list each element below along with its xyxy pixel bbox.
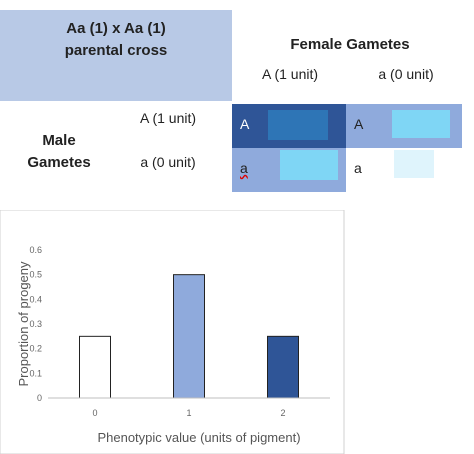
bar-phenotype-2: [267, 335, 299, 399]
female-gametes-header: Female Gametes: [290, 36, 410, 53]
x-axis-ticks: 0 1 2: [92, 408, 285, 418]
bar-phenotype-1: [173, 274, 205, 399]
bar-phenotype-0: [79, 335, 111, 399]
punnett-cell-aa: a: [346, 148, 462, 192]
y-axis-label: Proportion of progeny: [16, 261, 31, 387]
column-label-a: a (0 unit): [378, 66, 434, 82]
bars: [79, 274, 299, 399]
cell-AA-highlight: [268, 110, 328, 140]
y-tick-label: 0.1: [29, 368, 42, 378]
male-gametes-header: Male Gametes: [14, 130, 104, 174]
punnett-cell-Aa: A: [346, 104, 462, 148]
x-tick-label: 1: [186, 408, 191, 418]
y-tick-label: 0.3: [29, 319, 42, 329]
column-label-A: A (1 unit): [261, 66, 319, 82]
punnett-cell-Aa-text: A: [354, 116, 364, 132]
cell-aA-highlight: [280, 150, 338, 180]
parental-cross-box: Aa (1) x Aa (1) parental cross: [0, 10, 232, 101]
y-tick-label: 0.2: [29, 344, 42, 354]
punnett-cell-AA-text: A: [240, 116, 250, 132]
x-axis-label: Phenotypic value (units of pigment): [97, 430, 300, 445]
cell-aa-highlight: [394, 150, 434, 178]
cell-Aa-highlight: [392, 110, 450, 138]
y-tick-label: 0.6: [29, 245, 42, 255]
x-tick-label: 0: [92, 408, 97, 418]
phenotype-bar-chart: 0 0.1 0.2 0.3 0.4 0.5 0.6 0 1 2 Proportion of pr…: [0, 210, 345, 454]
punnett-cell-aa-text: a: [354, 160, 362, 176]
y-tick-label: 0: [37, 393, 42, 403]
x-tick-label: 2: [280, 408, 285, 418]
row-label-A: A (1 unit): [139, 110, 197, 126]
y-axis-ticks: 0 0.1 0.2 0.3 0.4 0.5 0.6: [29, 245, 42, 403]
row-label-a: a (0 unit): [140, 154, 196, 170]
y-tick-label: 0.5: [29, 270, 42, 280]
punnett-cell-aA-text: a: [240, 160, 248, 176]
punnett-cell-AA: A: [232, 104, 346, 148]
cross-title-line2: parental cross: [64, 42, 168, 59]
male-header-line2: Gametes: [27, 154, 91, 171]
punnett-cell-aA: a: [232, 148, 346, 192]
male-header-line1: Male: [42, 132, 76, 149]
cross-title-line1: Aa (1) x Aa (1): [66, 20, 166, 37]
y-tick-label: 0.4: [29, 294, 42, 304]
chart-frame: [0, 210, 345, 454]
